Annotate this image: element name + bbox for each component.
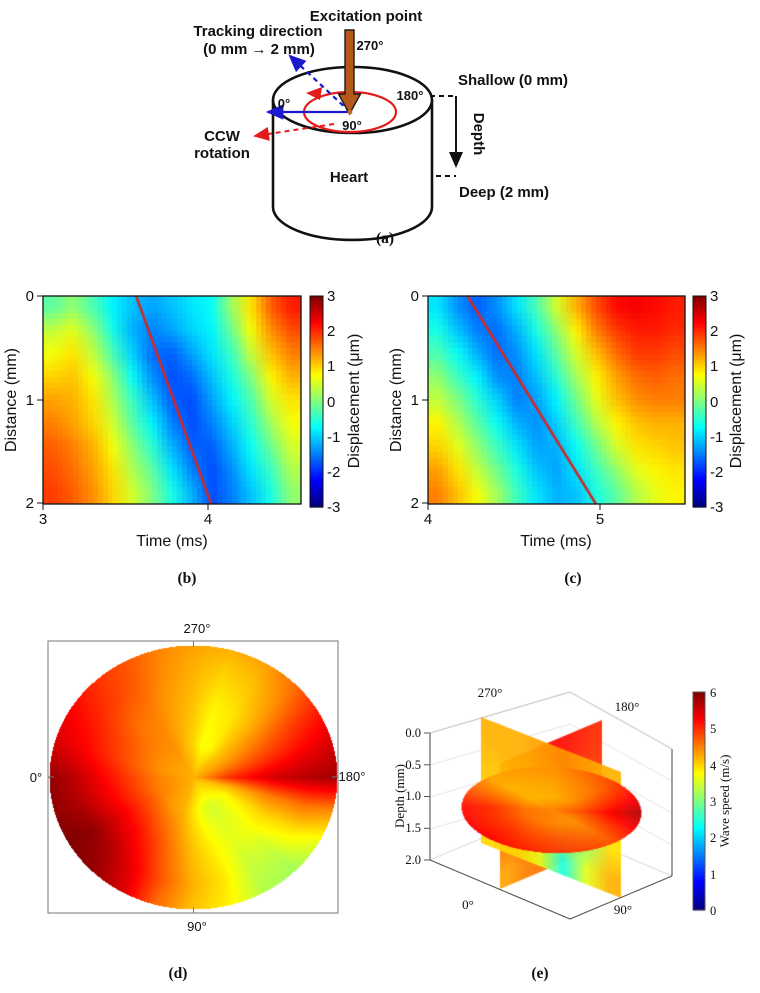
d-plot-border: [47, 640, 339, 914]
caption-e: (e): [531, 965, 548, 982]
e-cbtick: 6: [710, 686, 716, 700]
b-colorbar-label: Displacement (μm): [346, 334, 363, 469]
tracking-range-label: (0 mm → 2 mm): [203, 41, 315, 58]
excitation-arrow-icon: [337, 29, 362, 116]
c-colorbar-border: [692, 295, 707, 508]
excitation-point-label: Excitation point: [310, 8, 423, 25]
c-cbtick: -3: [710, 499, 723, 516]
e-depth-tick-label: 0.5: [405, 758, 421, 772]
b-ytick-1: 1: [26, 392, 34, 409]
caption-c: (c): [564, 570, 581, 587]
b-ylabel: Distance (mm): [3, 348, 20, 452]
e-depth-tick-label: 1.5: [405, 821, 421, 835]
excitation-point-dot: [347, 109, 353, 115]
b-xtick-0: 3: [39, 511, 47, 528]
ccw-arrowhead-icon: [306, 87, 322, 100]
caption-b: (b): [178, 570, 197, 587]
e-depth-tick-label: 2.0: [405, 853, 421, 867]
c-xtick-1: 5: [596, 511, 604, 528]
d-angle-90: 90°: [187, 919, 207, 934]
e-cbtick: 0: [710, 904, 716, 918]
e-corner-0: 0°: [462, 897, 474, 912]
cylinder-bottom-arc: [271, 206, 434, 242]
d-angle-270: 270°: [184, 621, 211, 636]
caption-a: (a): [376, 230, 394, 247]
tracking-direction-label: Tracking direction: [193, 23, 322, 40]
b-ytick-0: 0: [26, 288, 34, 305]
c-plot-border: [427, 295, 686, 505]
ccw-label-line2: rotation: [194, 145, 250, 162]
b-plot-border: [42, 295, 302, 505]
deep-label: Deep (2 mm): [459, 184, 549, 201]
b-cbtick: -1: [327, 429, 340, 446]
b-ytick-2: 2: [26, 495, 34, 512]
c-cbtick: 2: [710, 323, 718, 340]
c-cbtick: -1: [710, 429, 723, 446]
e-colorbar-border: [692, 691, 706, 911]
angle-0-label: 0°: [278, 96, 290, 111]
e-corner-180: 180°: [615, 699, 640, 714]
angle-180-label: 180°: [397, 88, 424, 103]
e-cbtick: 2: [710, 831, 716, 845]
e-ylabel: Depth (mm): [392, 764, 407, 828]
b-cbtick: 3: [327, 288, 335, 305]
c-xtick-0: 4: [424, 511, 432, 528]
angle-90-label: 90°: [342, 118, 362, 133]
panel-d-axes: 270° 0° 180° 90° (d): [30, 621, 366, 982]
ccw-label-line1: CCW: [204, 128, 241, 145]
b-cbtick: 0: [327, 394, 335, 411]
d-angle-180: 180°: [339, 769, 366, 784]
c-ylabel: Distance (mm): [388, 348, 405, 452]
c-cbtick: -2: [710, 464, 723, 481]
b-xtick-1: 4: [204, 511, 212, 528]
e-colorbar-label: Wave speed (m/s): [717, 755, 732, 848]
ccw-callout-arrow: [253, 123, 335, 141]
b-xlabel: Time (ms): [136, 533, 207, 550]
c-ytick-0: 0: [411, 288, 419, 305]
panel-a-diagram: Excitation point Tracking direction (0 m…: [193, 8, 568, 247]
e-cbtick: 3: [710, 795, 716, 809]
tracking-dashed-arrow: [288, 54, 351, 113]
depth-axis-label: Depth: [470, 113, 487, 156]
c-colorbar-label: Displacement (μm): [728, 334, 745, 469]
panel-b-axes: 0 1 2 3 4 Time (ms) Distance (mm) 3 2 1 …: [3, 288, 363, 587]
panel-e-axes: 0.0 0.5 1.0 1.5 2.0 Depth (mm) 270° 180°…: [392, 685, 732, 982]
c-ytick-1: 1: [411, 392, 419, 409]
e-bottom-edges: [429, 859, 673, 920]
e-depth-tick-label: 0.0: [405, 726, 421, 740]
e-corner-270: 270°: [478, 685, 503, 700]
b-cbtick: -3: [327, 499, 340, 516]
b-cbtick: 1: [327, 358, 335, 375]
c-xlabel: Time (ms): [520, 533, 591, 550]
d-angle-0: 0°: [30, 770, 42, 785]
c-cbtick: 3: [710, 288, 718, 305]
e-depth-tick-label: 1.0: [405, 789, 421, 803]
e-cbtick: 1: [710, 868, 716, 882]
heart-label: Heart: [330, 169, 368, 186]
b-cbtick: -2: [327, 464, 340, 481]
c-ytick-2: 2: [411, 495, 419, 512]
e-cbtick: 5: [710, 722, 716, 736]
c-cbtick: 0: [710, 394, 718, 411]
b-cbtick: 2: [327, 323, 335, 340]
caption-d: (d): [169, 965, 188, 982]
panel-c-axes: 0 1 2 4 5 Time (ms) Distance (mm) 3 2 1 …: [388, 288, 745, 587]
shallow-label: Shallow (0 mm): [458, 72, 568, 89]
c-cbtick: 1: [710, 358, 718, 375]
b-colorbar-border: [309, 295, 324, 508]
angle-270-label: 270°: [357, 38, 384, 53]
e-corner-90: 90°: [614, 902, 632, 917]
e-cbtick: 4: [710, 759, 717, 773]
